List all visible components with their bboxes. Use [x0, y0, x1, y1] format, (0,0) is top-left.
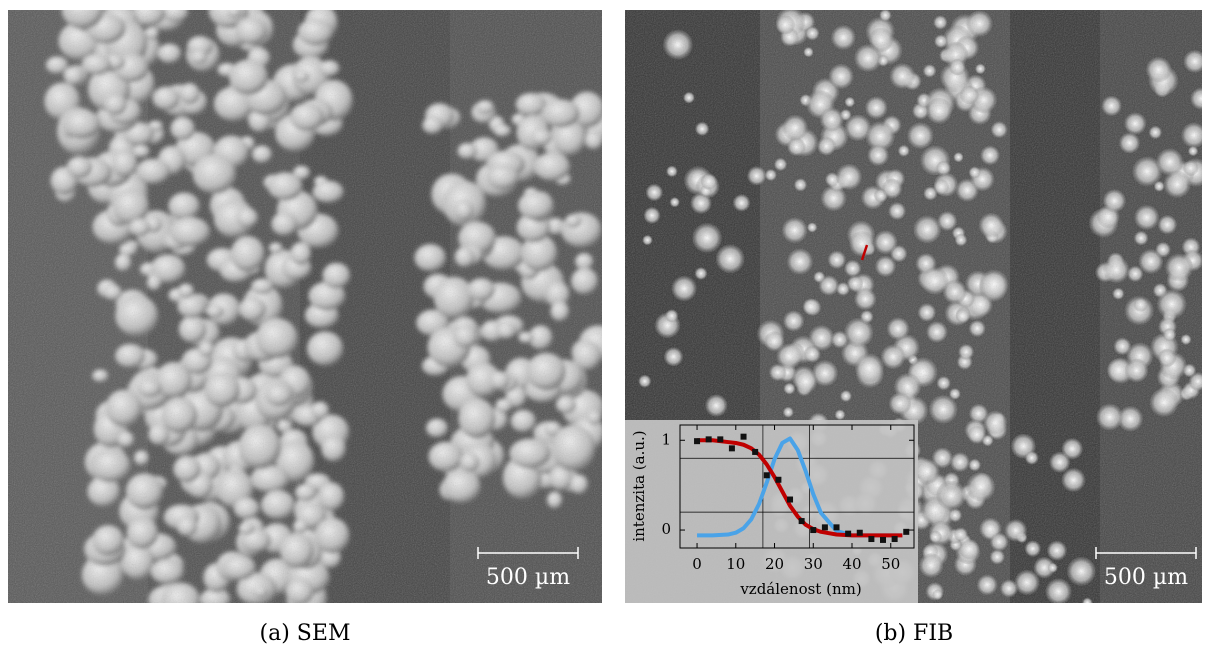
- data-point: [763, 472, 770, 479]
- scale-bar: [477, 547, 1197, 559]
- x-tick-label: 10: [726, 555, 745, 573]
- data-point: [891, 536, 898, 543]
- data-point: [752, 448, 759, 455]
- data-point: [728, 445, 735, 452]
- y-tick-label: 1: [661, 430, 671, 448]
- x-tick-label: 20: [765, 555, 784, 573]
- plot-frame: [679, 424, 915, 549]
- data-point: [856, 529, 863, 536]
- data-point: [775, 476, 782, 483]
- fit-curve: [697, 438, 903, 538]
- x-tick-label: 30: [804, 555, 823, 573]
- profile-marker: [860, 244, 869, 261]
- data-point: [833, 524, 840, 531]
- x-tick-label: 40: [842, 555, 861, 573]
- fit-curve: [697, 436, 903, 538]
- data-point: [845, 530, 852, 537]
- data-point: [787, 496, 794, 503]
- inset-chart: vzdálenost (nm) intenzita (a.u.) 0 10 20 30…: [625, 420, 918, 603]
- sem-image: [8, 10, 602, 603]
- x-axis-label: vzdálenost (nm): [739, 580, 861, 598]
- data-point: [810, 527, 817, 534]
- data-point: [903, 528, 910, 535]
- data-point: [821, 524, 828, 531]
- inset-background: [625, 420, 918, 603]
- data-point: [740, 433, 747, 440]
- y-tick-label: 0: [661, 520, 671, 538]
- x-tick-label: 50: [881, 555, 900, 573]
- data-point: [880, 536, 887, 543]
- x-tick-label: 0: [692, 555, 702, 573]
- data-point: [694, 438, 701, 445]
- data-point: [705, 436, 712, 443]
- scale-label: 500 µm: [1104, 565, 1188, 590]
- caption: (a) SEM: [260, 621, 351, 646]
- data-point: [868, 536, 875, 543]
- y-axis-label: intenzita (a.u.): [630, 430, 648, 541]
- data-point: [717, 436, 724, 443]
- scale-label: 500 µm: [486, 565, 570, 590]
- caption: (b) FIB: [875, 621, 953, 646]
- data-point: [798, 518, 805, 525]
